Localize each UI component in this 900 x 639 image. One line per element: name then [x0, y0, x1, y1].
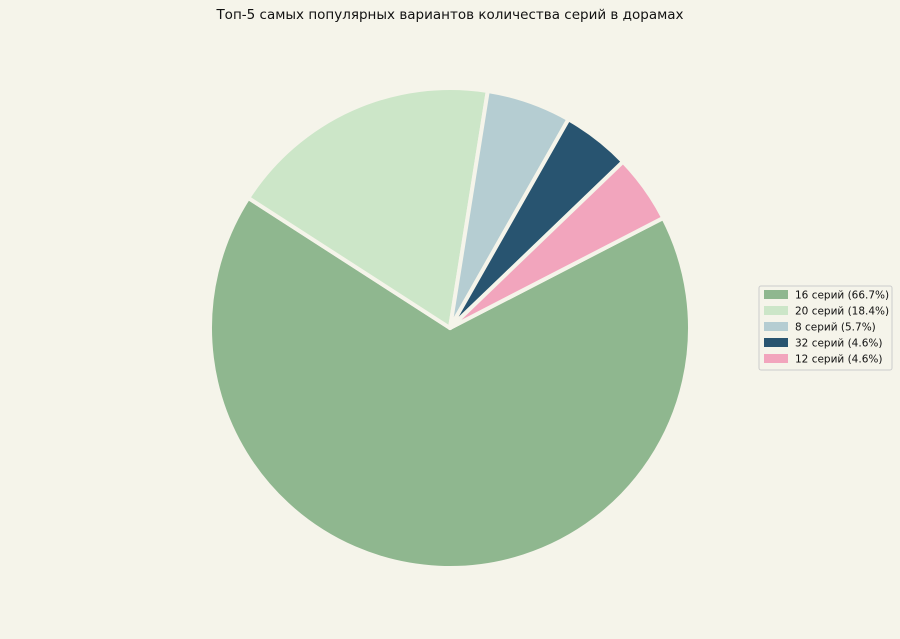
pie-slices: [208, 85, 692, 570]
chart-title: Топ-5 самых популярных вариантов количес…: [215, 7, 683, 23]
legend-swatch-3: [764, 322, 788, 331]
legend-swatch-5: [764, 354, 788, 363]
legend-swatch-1: [764, 290, 788, 299]
legend-label-1: 16 серий (66.7%): [795, 290, 889, 302]
pie-slice-1: [208, 195, 692, 570]
legend-label-4: 32 серий (4.6%): [795, 338, 882, 350]
legend-swatch-2: [764, 306, 788, 315]
legend-frame: [758, 285, 893, 371]
pie-slice-5: [448, 159, 666, 330]
legend-label-3: 8 серий (5.7%): [795, 322, 876, 334]
legend: 16 серий (66.7%) 20 серий (18.4%) 8 серий …: [758, 285, 893, 371]
legend-swatch-4: [764, 338, 788, 347]
pie-slice-2: [246, 85, 490, 330]
legend-label-5: 12 серий (4.6%): [795, 354, 882, 366]
legend-label-2: 20 серий (18.4%): [795, 306, 889, 318]
